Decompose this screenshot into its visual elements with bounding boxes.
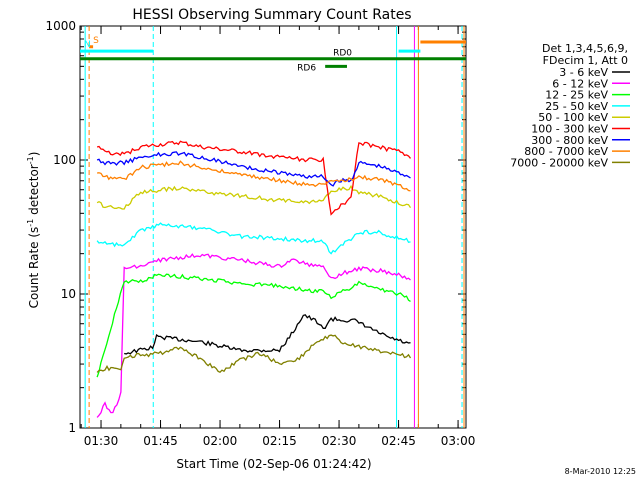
- legend-entry-label: 7000 - 20000 keV: [510, 156, 608, 169]
- legend-entry-label: 25 - 50 keV: [545, 100, 608, 113]
- x-tick-label: 01:30: [84, 434, 119, 448]
- x-axis-label: Start Time (02-Sep-06 01:24:42): [176, 457, 371, 471]
- legend-header-decimation: FDecim 1, Att 0: [543, 54, 628, 67]
- footer-date: 8-Mar-2010 12:25: [565, 467, 636, 476]
- series-line: [96, 334, 412, 373]
- series-line: [124, 314, 411, 355]
- legend-entry-label: 100 - 300 keV: [531, 123, 608, 136]
- legend-entry-label: 300 - 800 keV: [531, 134, 608, 147]
- x-tick-label: 02:15: [262, 434, 297, 448]
- y-tick-label: 1: [68, 421, 76, 435]
- series-line: [96, 222, 411, 255]
- y-tick-label: 100: [53, 153, 76, 167]
- x-tick-label: 02:45: [381, 434, 416, 448]
- series-line: [96, 140, 411, 216]
- legend-entry-label: 50 - 100 keV: [538, 111, 608, 124]
- series-line: [97, 160, 411, 192]
- x-tick-label: 03:00: [441, 434, 476, 448]
- legend-entry-label: 12 - 25 keV: [545, 89, 608, 102]
- series-line: [96, 151, 411, 187]
- y-tick-label: 1000: [45, 19, 76, 33]
- legend: Det 1,3,4,5,6,9, FDecim 1, Att 0 3 - 6 k…: [510, 42, 630, 169]
- legend-entry-label: 6 - 12 keV: [552, 77, 608, 90]
- x-tick-label: 02:30: [322, 434, 357, 448]
- series-line: [96, 184, 412, 210]
- y-tick-label: 10: [61, 287, 76, 301]
- plot-area: 1 10 100 1000 01:30 01:45 02:00 02:15 02:30 02:45…: [45, 19, 475, 448]
- plot-frame: [79, 25, 467, 429]
- x-tick-label: 01:45: [143, 434, 178, 448]
- series-line: [96, 273, 411, 378]
- flag-label: RD0: [333, 49, 352, 59]
- legend-header-detectors: Det 1,3,4,5,6,9,: [542, 42, 628, 55]
- chart-title: HESSI Observing Summary Count Rates: [132, 7, 411, 23]
- series-line: [96, 253, 411, 418]
- flag-label: S: [93, 36, 99, 46]
- flag-label: N: [84, 40, 91, 50]
- x-tick-label: 02:00: [203, 434, 238, 448]
- legend-entry-label: 800 - 7000 keV: [524, 145, 608, 158]
- legend-entry-label: 3 - 6 keV: [559, 66, 608, 79]
- flag-label: RD6: [297, 63, 316, 73]
- y-axis-label: Count Rate (s-1 detector-1): [26, 152, 41, 309]
